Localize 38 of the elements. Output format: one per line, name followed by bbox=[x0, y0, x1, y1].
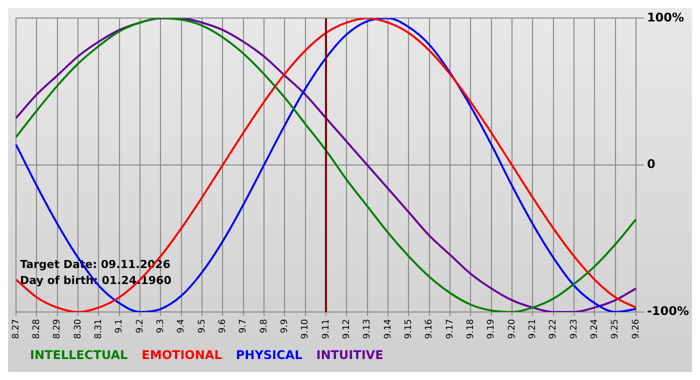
x-tick-label: 9.26 bbox=[631, 318, 642, 340]
x-tick-label: 9.11 bbox=[321, 318, 332, 340]
y-tick-label: 100% bbox=[646, 10, 684, 24]
x-tick-label: 8.30 bbox=[73, 318, 84, 340]
x-tick-label: 9.3 bbox=[156, 318, 166, 334]
x-tick-label: 9.9 bbox=[280, 318, 290, 334]
x-tick-label: 9.2 bbox=[135, 318, 146, 334]
y-tick-label: 0 bbox=[646, 157, 656, 172]
text: INTELLECTUAL bbox=[30, 348, 128, 362]
x-tick-label: 9.18 bbox=[466, 318, 476, 340]
x-tick-label: 9.17 bbox=[445, 318, 456, 340]
text: EMOTIONAL bbox=[142, 348, 222, 362]
x-tick-label: 9.19 bbox=[486, 318, 497, 340]
x-tick-label: 9.5 bbox=[197, 318, 208, 334]
x-tick-label: 8.29 bbox=[52, 318, 63, 340]
x-tick-label: 9.14 bbox=[383, 318, 394, 340]
x-tick-label: 9.24 bbox=[590, 318, 600, 340]
x-tick-label: 9.4 bbox=[176, 318, 187, 334]
x-tick-label: 9.12 bbox=[342, 318, 352, 340]
x-tick-label: 9.13 bbox=[362, 318, 373, 340]
x-tick-label: 9.7 bbox=[238, 318, 249, 334]
y-tick-label: -100% bbox=[646, 304, 690, 318]
x-tick-label: 8.27 bbox=[11, 318, 22, 340]
x-tick-label: 9.20 bbox=[507, 318, 518, 340]
x-tick-label: 9.22 bbox=[548, 318, 559, 340]
x-tick-label: 9.16 bbox=[424, 318, 435, 340]
x-tick-label: 9.6 bbox=[218, 318, 228, 334]
x-tick-label: 9.21 bbox=[528, 318, 538, 340]
x-tick-label: 9.1 bbox=[114, 318, 125, 334]
x-tick-label: 9.15 bbox=[404, 318, 414, 340]
x-tick-label: 9.8 bbox=[259, 318, 270, 334]
x-tick-label: 9.25 bbox=[610, 318, 621, 340]
x-tick-label: 9.23 bbox=[569, 318, 580, 340]
text: PHYSICAL bbox=[236, 348, 303, 362]
text: INTUITIVE bbox=[316, 348, 384, 362]
x-tick-label: 8.31 bbox=[94, 318, 104, 340]
x-tick-label: 8.28 bbox=[32, 318, 42, 340]
x-tick-label: 9.10 bbox=[300, 318, 311, 340]
